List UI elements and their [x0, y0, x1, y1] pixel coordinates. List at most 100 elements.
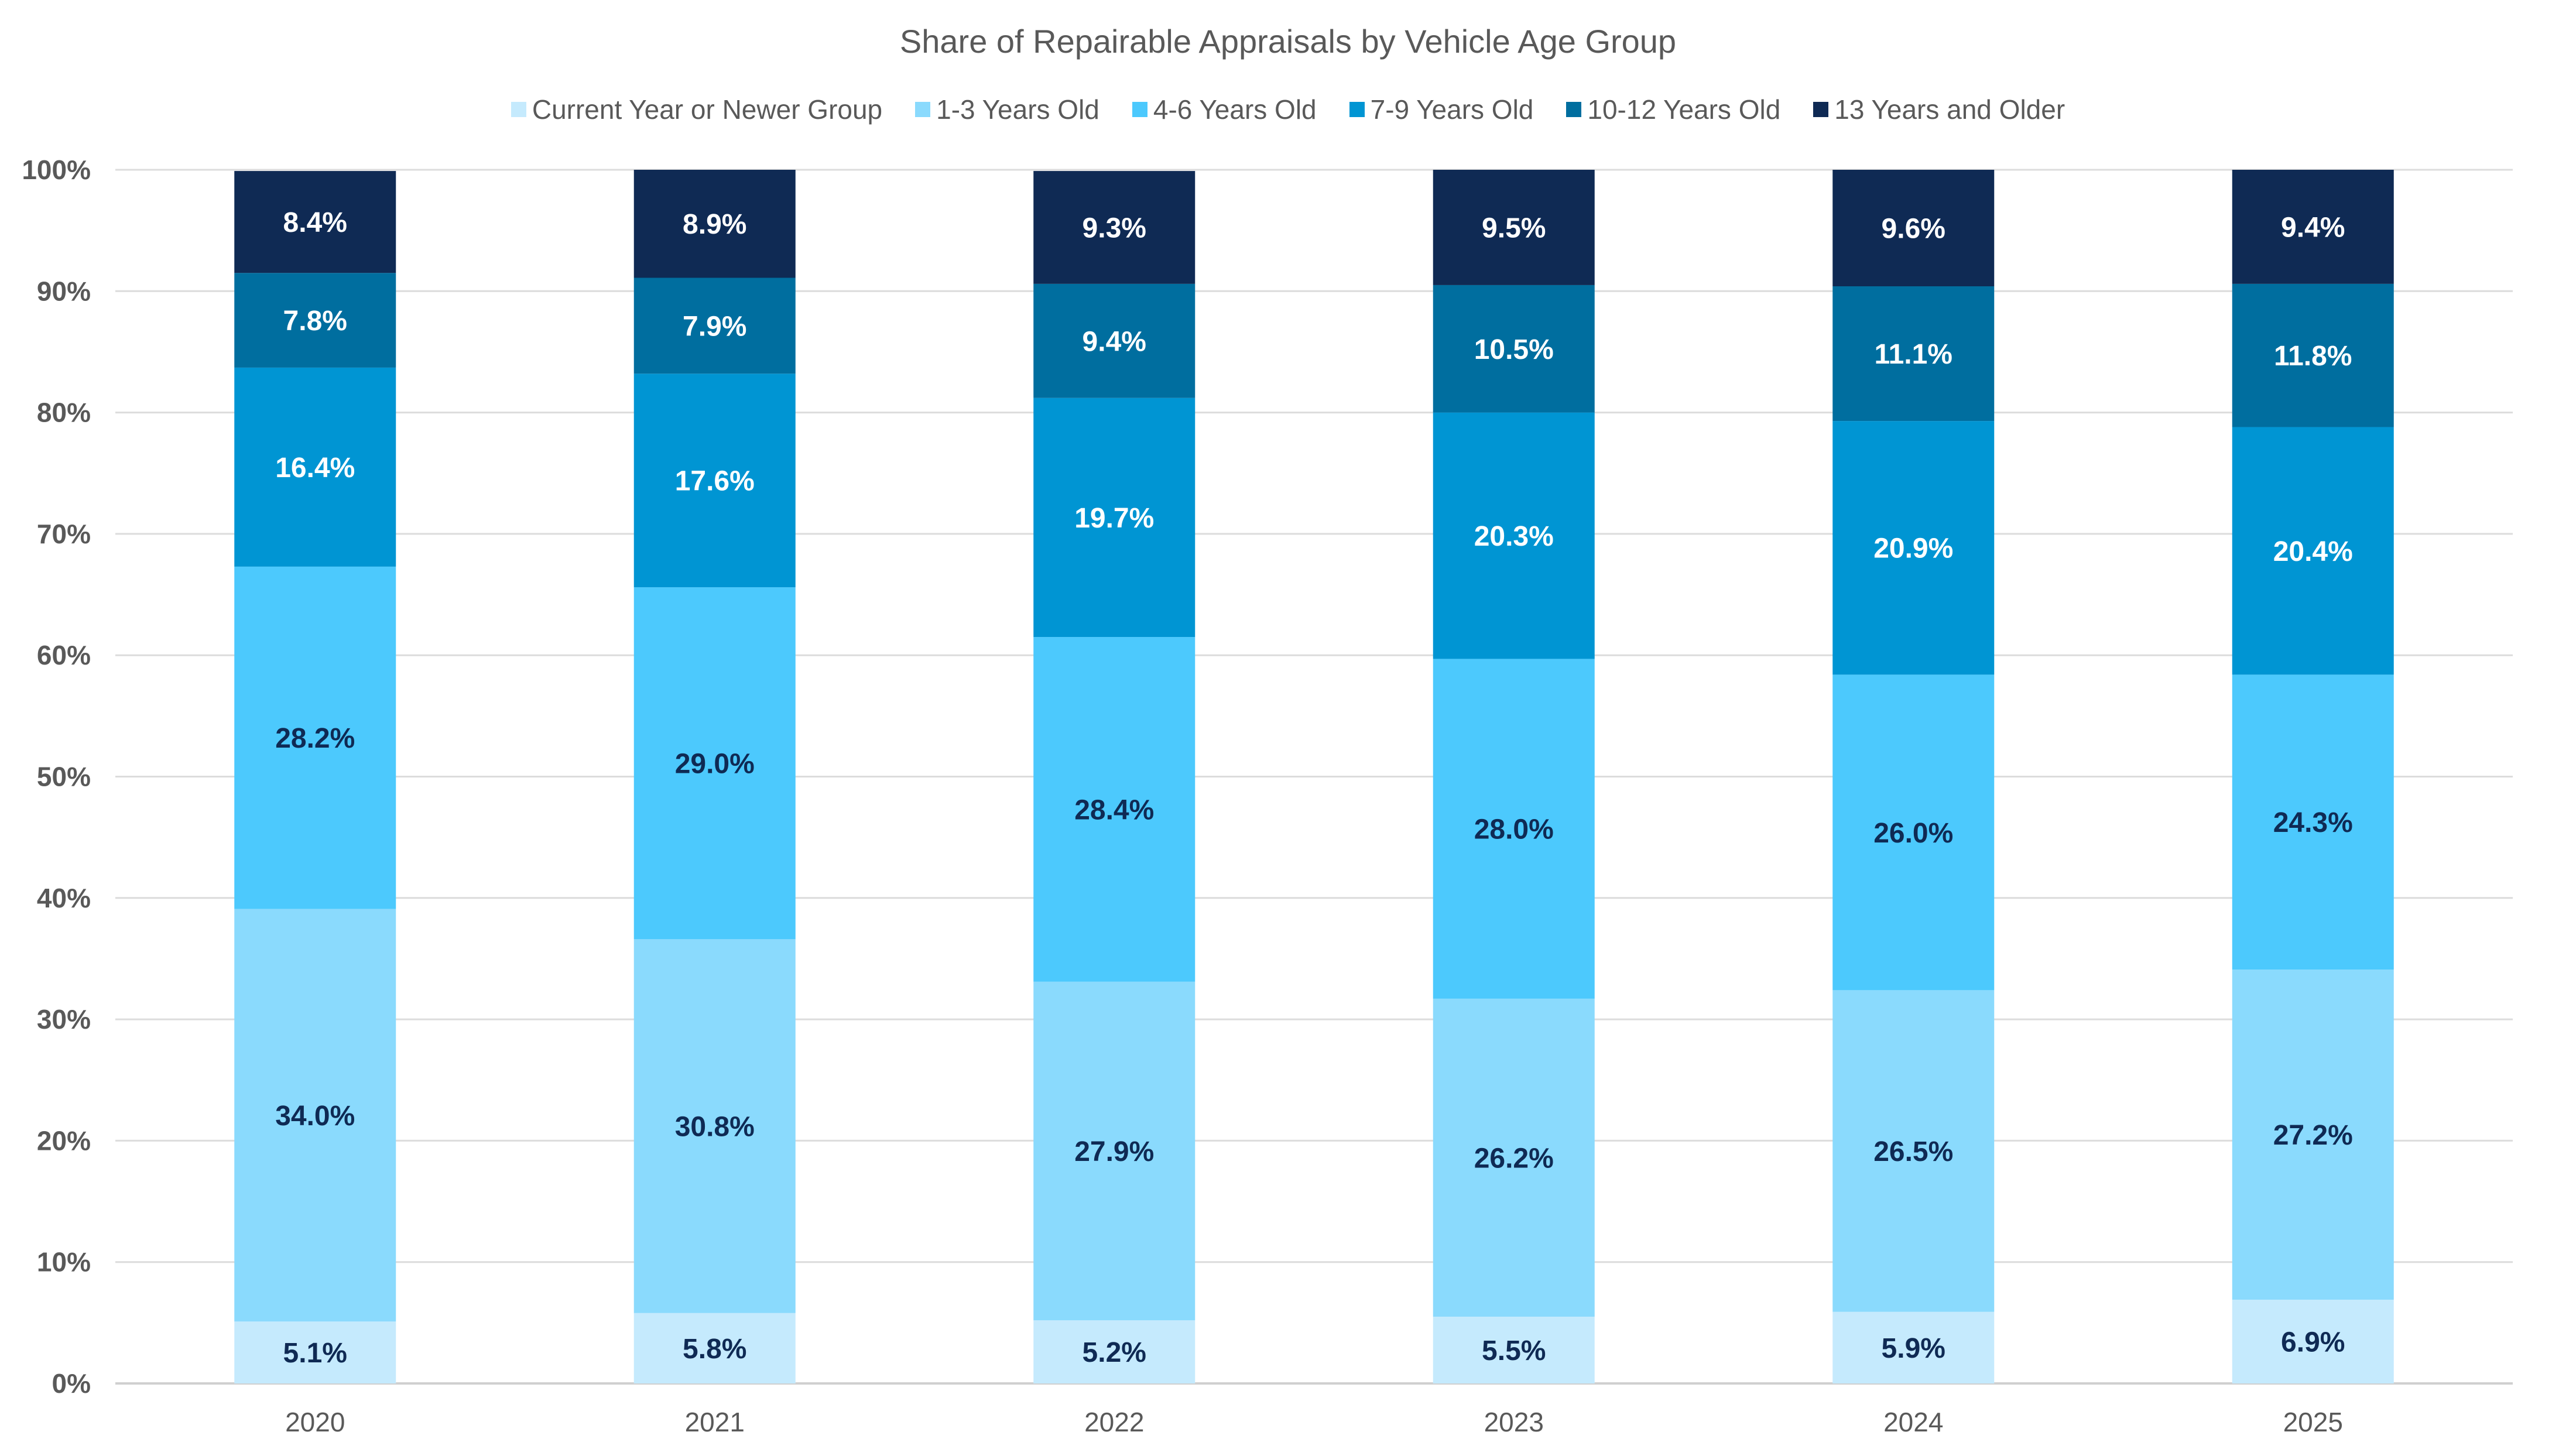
bar-segment: [633, 1313, 796, 1383]
data-label: 9.5%: [1482, 213, 1546, 244]
bar-segment: [1433, 412, 1595, 659]
bar-segment: [1433, 1316, 1595, 1383]
bar-segment: [234, 171, 396, 273]
bar-segment: [1033, 1320, 1195, 1383]
x-tick-label: 2025: [2283, 1407, 2343, 1437]
y-tick-label: 40%: [37, 883, 91, 913]
bar-segment: [1033, 398, 1195, 638]
data-label: 28.0%: [1474, 814, 1554, 845]
data-label: 26.5%: [1873, 1136, 1953, 1167]
bar-segment: [1433, 170, 1595, 285]
data-label: 7.9%: [683, 311, 746, 342]
data-label: 20.9%: [1873, 533, 1953, 564]
bar-segment: [1033, 171, 1195, 284]
bar-segment: [1033, 981, 1195, 1321]
bar-segment: [2232, 674, 2394, 970]
bar-segment: [1832, 990, 1995, 1312]
legend-swatch: [1566, 102, 1582, 117]
data-label: 26.2%: [1474, 1143, 1554, 1174]
legend-label: 13 Years and Older: [1834, 94, 2065, 125]
legend-swatch: [915, 102, 931, 117]
legend-label: 7-9 Years Old: [1370, 94, 1534, 125]
legend-item: 13 Years and Older: [1813, 94, 2065, 125]
data-label: 34.0%: [275, 1101, 355, 1132]
bar-segment: [1433, 659, 1595, 999]
bar-segment: [633, 587, 796, 940]
y-tick-label: 90%: [37, 276, 91, 306]
y-tick-label: 80%: [37, 398, 91, 428]
data-label: 5.9%: [1882, 1333, 1945, 1364]
data-label: 9.4%: [2281, 212, 2345, 243]
legend-item: 7-9 Years Old: [1349, 94, 1534, 125]
bar-segment: [633, 374, 796, 588]
y-tick-label: 70%: [37, 519, 91, 549]
bar-segment: [1033, 637, 1195, 982]
data-label: 8.9%: [683, 209, 746, 240]
x-tick-label: 2024: [1883, 1407, 1943, 1437]
y-tick-label: 60%: [37, 640, 91, 670]
bar-segment: [234, 909, 396, 1322]
data-label: 28.4%: [1074, 794, 1154, 825]
legend-item: 10-12 Years Old: [1566, 94, 1780, 125]
bar-segment: [234, 367, 396, 567]
bar-segment: [234, 273, 396, 368]
data-label: 9.3%: [1083, 213, 1146, 244]
data-label: 6.9%: [2281, 1327, 2345, 1358]
y-tick-label: 100%: [22, 155, 91, 185]
legend-swatch: [1132, 102, 1147, 117]
data-label: 5.8%: [683, 1334, 746, 1365]
bar-segment: [1832, 421, 1995, 675]
bar-segment: [2232, 170, 2394, 284]
y-tick-label: 20%: [37, 1125, 91, 1156]
data-label: 28.2%: [275, 723, 355, 754]
bar-segment: [633, 278, 796, 374]
bar-segment: [2232, 283, 2394, 427]
bar-segment: [1832, 170, 1995, 287]
chart-title: Share of Repairable Appraisals by Vehicl…: [899, 23, 1677, 60]
legend-swatch: [511, 102, 526, 117]
data-label: 11.1%: [1875, 339, 1952, 370]
bar-segment: [1832, 286, 1995, 422]
data-label: 19.7%: [1074, 503, 1154, 534]
data-label: 9.4%: [1083, 326, 1146, 357]
bar-segment: [2232, 970, 2394, 1300]
x-tick-label: 2022: [1084, 1407, 1144, 1437]
bar-segment: [2232, 1299, 2394, 1383]
data-label: 5.1%: [283, 1338, 347, 1369]
data-label: 17.6%: [675, 466, 755, 497]
data-label: 29.0%: [675, 749, 755, 780]
data-label: 10.5%: [1474, 334, 1554, 365]
legend-swatch: [1349, 102, 1365, 117]
bar-segment: [1033, 283, 1195, 398]
bar-segment: [234, 566, 396, 909]
x-tick-label: 2023: [1484, 1407, 1544, 1437]
data-label: 5.5%: [1482, 1335, 1546, 1366]
legend-item: Current Year or Newer Group: [511, 94, 882, 125]
x-tick-label: 2021: [685, 1407, 745, 1437]
bar-segment: [1832, 674, 1995, 991]
y-tick-label: 50%: [37, 762, 91, 792]
bar-segment: [633, 939, 796, 1313]
y-tick-label: 10%: [37, 1247, 91, 1277]
data-label: 5.2%: [1083, 1337, 1146, 1368]
bar-segment: [1832, 1311, 1995, 1383]
legend-label: 10-12 Years Old: [1587, 94, 1781, 125]
legend-label: 4-6 Years Old: [1153, 94, 1317, 125]
bar-segment: [2232, 427, 2394, 675]
data-label: 30.8%: [675, 1112, 755, 1143]
data-label: 24.3%: [2273, 807, 2353, 838]
data-label: 27.9%: [1074, 1136, 1154, 1167]
x-tick-label: 2020: [285, 1407, 345, 1437]
bar-segment: [1433, 285, 1595, 413]
bar-segment: [1433, 998, 1595, 1317]
data-label: 20.4%: [2273, 536, 2353, 567]
legend-label: Current Year or Newer Group: [532, 94, 883, 125]
legend-label: 1-3 Years Old: [936, 94, 1099, 125]
data-label: 26.0%: [1873, 818, 1953, 849]
data-label: 8.4%: [283, 207, 347, 238]
legend-swatch: [1813, 102, 1829, 117]
legend-item: 4-6 Years Old: [1132, 94, 1317, 125]
legend: Current Year or Newer Group 1-3 Years Old…: [0, 94, 2576, 125]
y-tick-label: 0%: [52, 1368, 91, 1399]
